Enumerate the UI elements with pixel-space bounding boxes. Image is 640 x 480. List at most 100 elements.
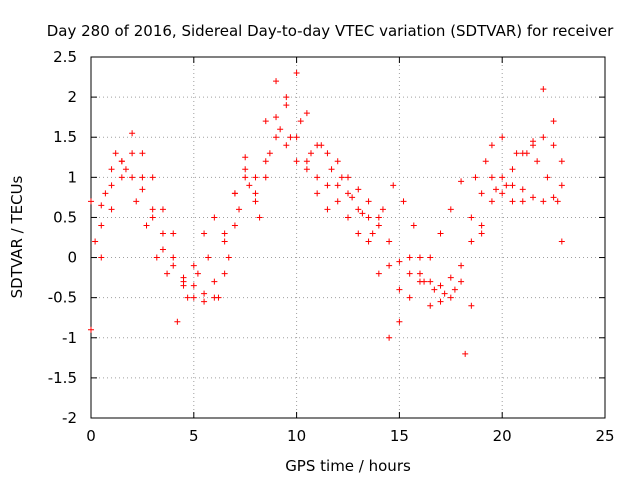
data-point [118,158,125,165]
data-point [338,174,345,181]
data-point [478,230,485,237]
data-point [190,294,197,301]
data-point [493,186,500,193]
data-point [303,166,310,173]
series-track-4 [92,118,561,357]
data-point [143,222,150,229]
data-point [98,222,105,229]
data-point [558,238,565,245]
data-point [139,150,146,157]
data-point [112,150,119,157]
data-point [221,238,228,245]
data-point [400,198,407,205]
data-point [447,294,454,301]
data-point [129,174,136,181]
data-point [242,174,249,181]
data-point [540,198,547,205]
data-point [314,190,321,197]
data-point [262,174,269,181]
data-point [129,130,136,137]
data-point [211,278,218,285]
data-point [194,270,201,277]
data-point [437,230,444,237]
x-tick-label: 10 [287,427,306,445]
data-point [303,110,310,117]
data-point [441,290,448,297]
data-point [365,238,372,245]
data-point [256,214,263,221]
data-point [201,230,208,237]
y-tick-label: 1 [67,168,77,186]
data-point [406,270,413,277]
x-tick-label: 20 [493,427,512,445]
data-point [345,190,351,197]
y-axis-label: SDTVAR / TECUs [8,175,26,298]
data-point [519,198,526,205]
data-point [283,142,290,149]
data-point [488,174,495,181]
data-point [416,270,423,277]
data-point [287,134,294,141]
data-point [427,302,434,309]
data-point [509,166,516,173]
data-point [540,134,547,141]
data-point [523,150,530,157]
data-point [108,166,115,173]
data-point [421,278,428,285]
data-point [365,198,372,205]
data-point [365,214,372,221]
data-point [303,158,310,165]
data-point [345,174,351,181]
data-point [447,274,454,281]
data-point [164,270,171,277]
data-point [427,254,434,261]
data-point [221,230,228,237]
data-point [211,214,218,221]
data-point [180,282,187,289]
data-point [170,254,177,261]
data-point [447,206,454,213]
data-point [307,150,314,157]
data-point [345,214,351,221]
plot-frame [90,56,606,419]
data-point [225,254,232,261]
x-tick-label: 5 [189,427,199,445]
data-point [390,182,397,189]
data-point [318,142,325,149]
data-point [190,282,197,289]
y-tick-label: -1 [62,329,77,347]
data-point [283,94,290,101]
data-point [462,350,469,357]
data-point [293,134,300,141]
data-point [534,158,541,165]
data-point [328,166,335,173]
data-point [139,186,146,193]
data-point [334,158,341,165]
series-track-3 [98,134,565,341]
y-tick-label: -0.5 [48,289,77,307]
data-point [102,190,109,197]
data-point [431,286,438,293]
data-point [513,150,520,157]
data-point [180,274,187,281]
data-point [201,290,208,297]
data-point [396,318,403,325]
data-point [159,246,166,253]
data-point [98,202,105,209]
y-tick-label: 0.5 [53,208,77,226]
data-point [437,298,444,305]
data-point [324,206,331,213]
data-point [519,186,526,193]
data-point [458,262,465,269]
data-point [242,166,249,173]
data-point [530,142,537,149]
data-point [544,174,551,181]
data-point [277,126,284,133]
data-point [558,182,565,189]
data-point [149,206,156,213]
data-point [262,158,269,165]
data-point [468,214,475,221]
y-tick-label: 2.5 [53,48,77,66]
y-tick-label: 0 [67,249,77,267]
